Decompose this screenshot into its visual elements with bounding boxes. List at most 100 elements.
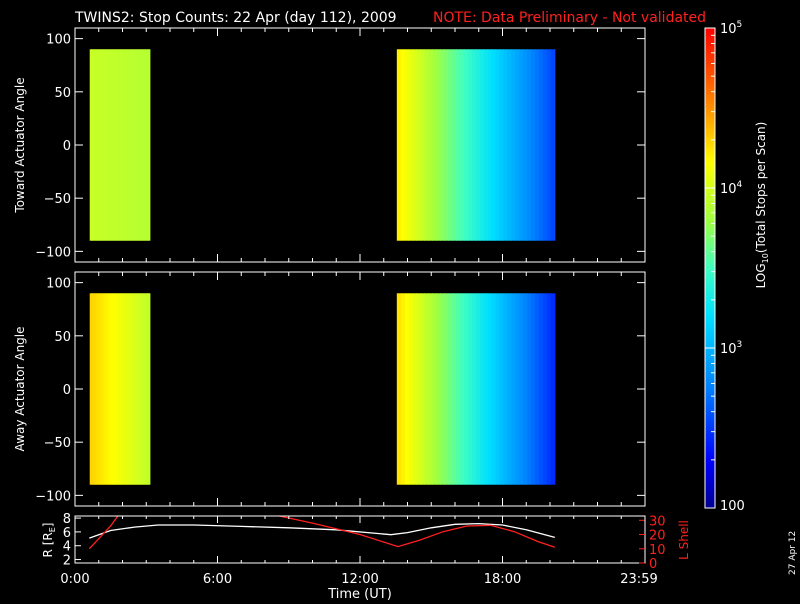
count-stripe xyxy=(400,293,406,485)
count-stripe xyxy=(106,293,109,485)
colorbar-tick-mantissa: 10 xyxy=(720,342,737,357)
count-stripe xyxy=(146,49,149,241)
count-stripe xyxy=(428,293,433,485)
l-shell-line xyxy=(279,515,556,548)
l-shell-line xyxy=(88,515,119,550)
count-stripe xyxy=(116,293,119,485)
count-stripe xyxy=(515,49,520,241)
colorbar-gradient xyxy=(704,27,716,509)
y-tick-label: 50 xyxy=(54,86,71,101)
count-stripe xyxy=(507,49,512,241)
count-stripe xyxy=(142,293,145,485)
y-axis-label: Toward Actuator Angle xyxy=(13,77,27,213)
count-stripe xyxy=(527,49,532,241)
count-stripe xyxy=(118,49,121,241)
count-stripe xyxy=(91,49,94,241)
count-stripe xyxy=(408,293,414,485)
count-stripe xyxy=(94,293,97,485)
count-stripe xyxy=(499,49,505,241)
x-tick-label: 6:00 xyxy=(203,572,232,587)
count-stripe xyxy=(121,49,124,241)
count-stripe xyxy=(535,49,540,241)
count-stripe xyxy=(483,49,489,241)
count-stripe xyxy=(122,49,125,241)
colorbar-tick-label: 105 xyxy=(720,20,742,37)
count-stripe xyxy=(122,293,125,485)
count-stripe xyxy=(118,293,121,485)
count-stripe xyxy=(515,293,520,485)
count-stripe xyxy=(101,49,104,241)
count-stripe xyxy=(459,49,465,241)
y-tick-label: 0 xyxy=(63,139,71,154)
count-stripe xyxy=(139,293,142,485)
count-stripe xyxy=(424,293,429,485)
count-stripe xyxy=(499,293,505,485)
count-stripe xyxy=(416,293,422,485)
count-stripe xyxy=(491,293,497,485)
count-stripe xyxy=(542,293,548,485)
count-stripe xyxy=(542,49,548,241)
y-axis-label-right: L Shell xyxy=(677,520,691,560)
y-tick-label: 8 xyxy=(63,512,71,527)
count-stripe xyxy=(134,49,137,241)
colorbar-label: LOG10(Total Stops per Scan) xyxy=(754,122,770,289)
count-stripe xyxy=(146,293,149,485)
count-stripe xyxy=(148,293,151,485)
count-stripe xyxy=(463,293,469,485)
count-stripe xyxy=(137,293,140,485)
count-stripe xyxy=(432,49,437,241)
colorbar-tick-label: 104 xyxy=(720,180,743,197)
panel-frame xyxy=(74,27,646,263)
count-stripe xyxy=(420,293,426,485)
count-stripe xyxy=(491,49,497,241)
count-stripe xyxy=(140,49,143,241)
y-axis-label-left-main: R [R xyxy=(41,532,55,557)
colorbar-tick-mantissa: 10 xyxy=(720,22,737,37)
count-stripe xyxy=(107,293,110,485)
count-stripe xyxy=(471,293,477,485)
count-stripe xyxy=(106,49,109,241)
count-stripe xyxy=(97,293,100,485)
count-stripe xyxy=(467,293,473,485)
count-stripe xyxy=(119,49,122,241)
count-stripe xyxy=(112,49,115,241)
colorbar-tick-mantissa: 10 xyxy=(720,182,737,197)
count-stripe xyxy=(467,49,473,241)
panel-frame xyxy=(74,271,646,507)
y-tick-label: −50 xyxy=(44,436,71,451)
y-tick-label: 100 xyxy=(46,33,71,48)
count-stripe xyxy=(440,293,445,485)
count-stripe xyxy=(100,293,103,485)
count-stripe xyxy=(134,293,137,485)
count-stripe xyxy=(495,293,501,485)
count-stripe xyxy=(412,293,418,485)
count-stripe xyxy=(127,293,130,485)
count-stripe xyxy=(142,49,145,241)
y-tick-label: 6 xyxy=(63,526,71,541)
x-tick-label: 23:59 xyxy=(620,572,657,587)
y-tick-label-right: 10 xyxy=(649,543,666,558)
count-stripe xyxy=(523,49,528,241)
y-tick-label: −50 xyxy=(44,192,71,207)
count-stripe xyxy=(127,49,130,241)
count-stripe xyxy=(424,49,429,241)
count-stripe xyxy=(475,293,481,485)
count-stripe xyxy=(452,293,457,485)
count-stripe xyxy=(471,49,477,241)
count-stripe xyxy=(535,293,540,485)
y-tick-label-right: 0 xyxy=(649,557,657,572)
count-stripe xyxy=(130,293,133,485)
count-stripe xyxy=(89,49,92,241)
count-stripe xyxy=(519,49,524,241)
count-stripe xyxy=(511,49,516,241)
y-tick-label: 100 xyxy=(46,277,71,292)
count-stripe xyxy=(139,49,142,241)
count-stripe xyxy=(109,293,112,485)
count-stripe xyxy=(479,49,485,241)
count-stripe xyxy=(115,49,118,241)
count-stripe xyxy=(444,49,449,241)
count-stripe xyxy=(428,49,433,241)
colorbar-tick-exponent: 5 xyxy=(737,20,743,30)
count-stripe xyxy=(420,49,426,241)
